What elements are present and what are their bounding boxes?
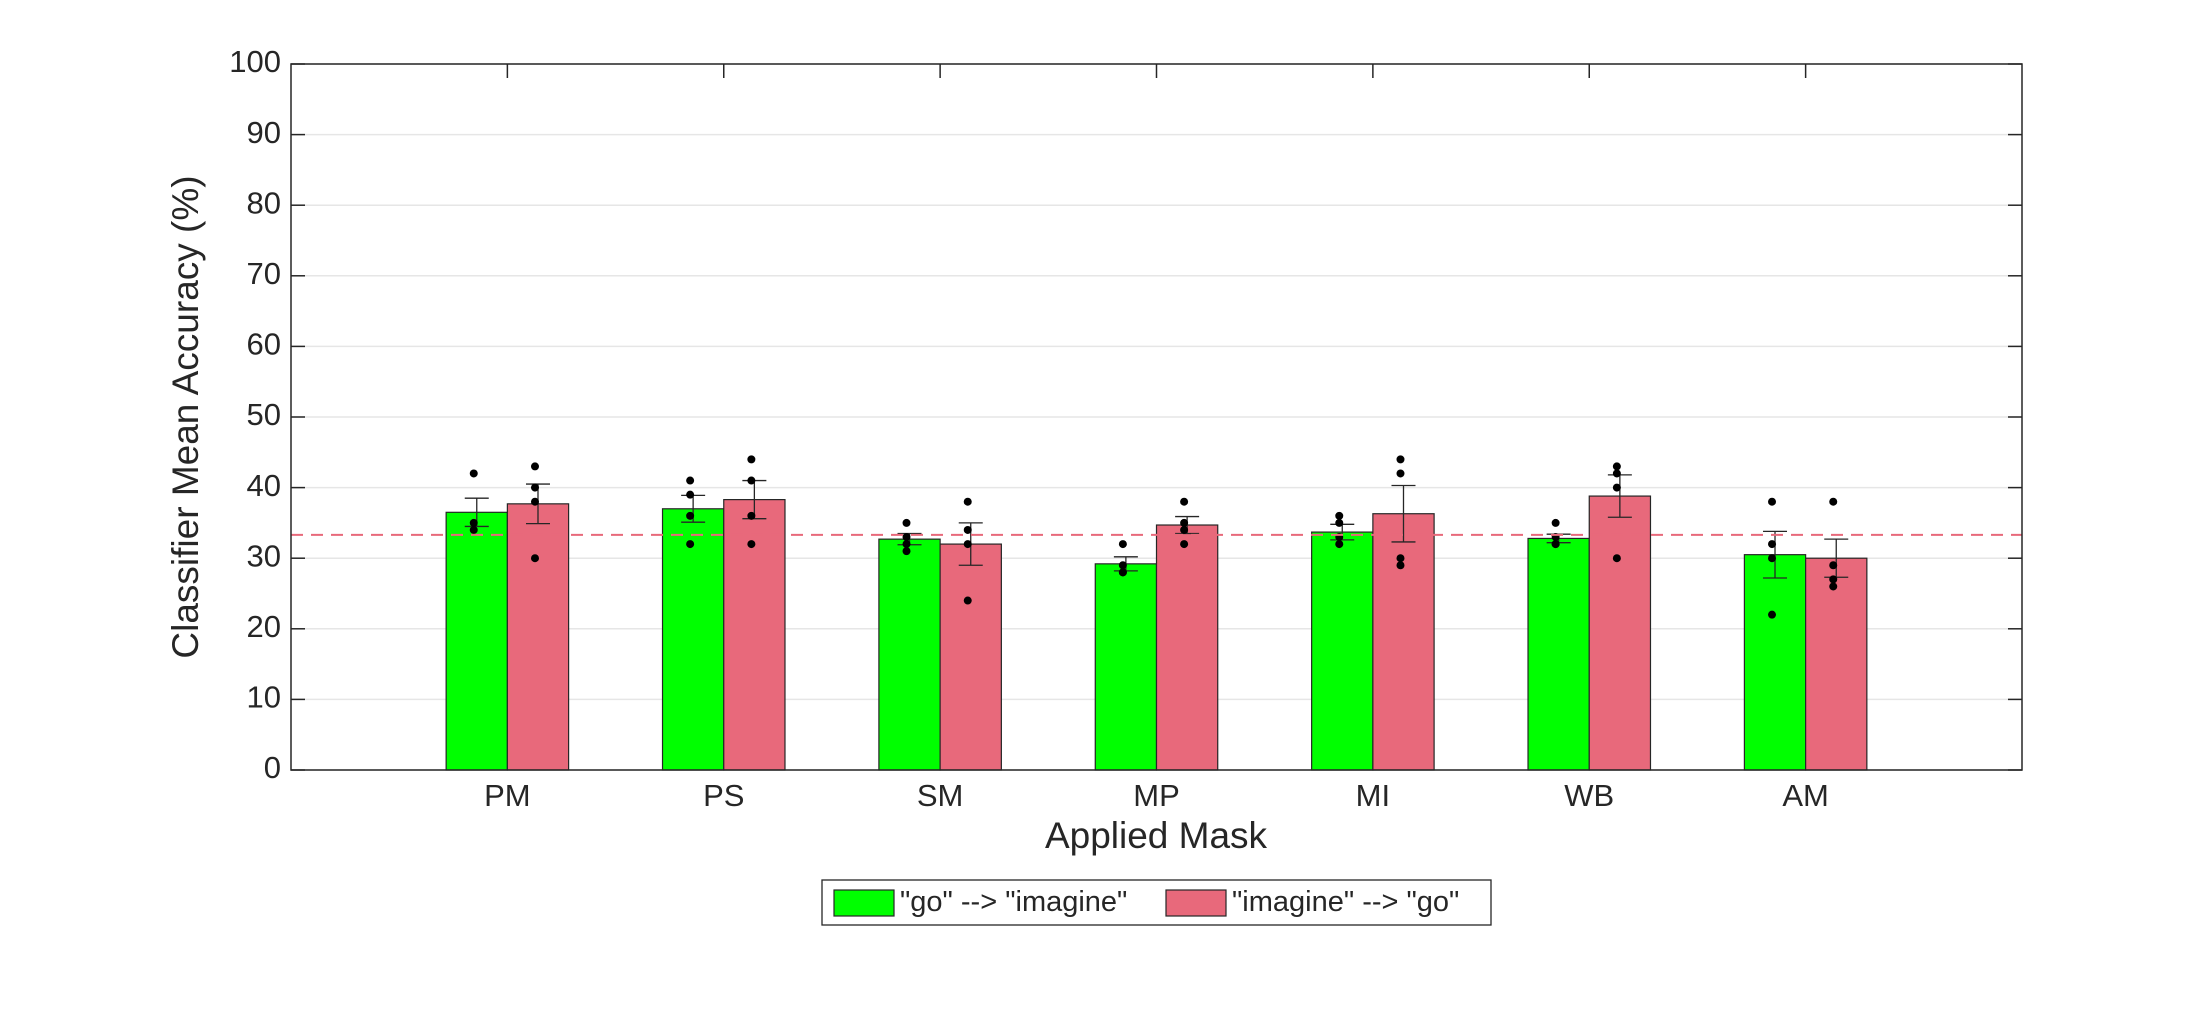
data-point (1396, 455, 1405, 464)
data-point (686, 511, 695, 520)
legend-box (821, 879, 1492, 926)
data-point (1335, 540, 1344, 549)
bar (445, 511, 508, 771)
legend-swatch (833, 889, 895, 917)
data-point (530, 462, 539, 471)
data-point (747, 540, 756, 549)
data-point (747, 476, 756, 485)
bar (506, 503, 570, 771)
x-tick-label: MI (1356, 778, 1390, 813)
legend-swatch (1165, 889, 1227, 917)
data-point (963, 596, 972, 605)
data-point (963, 525, 972, 534)
bar (661, 508, 725, 771)
data-point (902, 547, 911, 556)
data-point (686, 540, 695, 549)
x-tick-label: PM (484, 778, 531, 813)
y-tick-label: 100 (229, 44, 281, 79)
y-tick-label: 90 (247, 115, 281, 150)
y-tick-label: 20 (247, 609, 281, 644)
data-point (1829, 575, 1838, 584)
legend-label: "go" --> "imagine" (900, 886, 1127, 918)
y-tick-label: 80 (247, 185, 281, 220)
data-point (1118, 561, 1127, 570)
data-point (1335, 511, 1344, 520)
bar (1311, 531, 1374, 771)
y-tick-label: 30 (247, 538, 281, 573)
bar (1372, 513, 1435, 771)
x-axis-label: Applied Mask (1045, 815, 1268, 856)
data-point (902, 518, 911, 527)
y-axis-label: Classifier Mean Accuracy (%) (165, 175, 206, 658)
data-point (1612, 469, 1621, 478)
data-point (1768, 497, 1777, 506)
data-point (1396, 561, 1405, 570)
data-point (686, 476, 695, 485)
data-point (1768, 610, 1777, 619)
data-point (1180, 497, 1189, 506)
data-point (747, 511, 756, 520)
data-point (1180, 518, 1189, 527)
data-point (1180, 540, 1189, 549)
data-point (530, 554, 539, 563)
data-point (1612, 483, 1621, 492)
data-point (1829, 497, 1838, 506)
data-point (1118, 540, 1127, 549)
bar (1805, 557, 1868, 771)
y-tick-label: 50 (247, 397, 281, 432)
data-point (469, 518, 478, 527)
data-point (963, 497, 972, 506)
data-point (1180, 525, 1189, 534)
y-tick-label: 0 (264, 750, 281, 785)
bar (878, 538, 941, 771)
bar (1527, 537, 1590, 771)
data-point (902, 533, 911, 542)
data-point (530, 497, 539, 506)
data-point (1396, 469, 1405, 478)
legend-label: "imagine" --> "go" (1232, 886, 1459, 918)
x-tick-label: WB (1564, 778, 1614, 813)
bar (939, 543, 1002, 771)
data-point (1768, 554, 1777, 563)
data-point (963, 540, 972, 549)
x-tick-label: SM (917, 778, 964, 813)
data-point (1335, 518, 1344, 527)
y-tick-label: 10 (247, 680, 281, 715)
data-point (530, 483, 539, 492)
plot-frame (290, 63, 2023, 771)
y-tick-label: 40 (247, 468, 281, 503)
data-point (469, 469, 478, 478)
bar (723, 499, 786, 771)
data-point (1551, 540, 1560, 549)
x-tick-label: PS (703, 778, 744, 813)
data-point (1612, 462, 1621, 471)
data-point (1396, 554, 1405, 563)
data-point (902, 540, 911, 549)
data-point (1612, 554, 1621, 563)
data-point (686, 490, 695, 499)
data-point (1118, 568, 1127, 577)
bar (1588, 495, 1652, 771)
bar (1094, 563, 1158, 771)
data-point (1768, 540, 1777, 549)
data-point (1829, 582, 1838, 591)
x-tick-label: MP (1133, 778, 1180, 813)
bar (1155, 524, 1219, 771)
y-tick-label: 70 (247, 256, 281, 291)
bar (1743, 554, 1807, 771)
data-point (1829, 561, 1838, 570)
y-tick-label: 60 (247, 327, 281, 362)
data-point (1551, 518, 1560, 527)
data-point (747, 455, 756, 464)
x-tick-label: AM (1782, 778, 1829, 813)
data-point (469, 525, 478, 534)
